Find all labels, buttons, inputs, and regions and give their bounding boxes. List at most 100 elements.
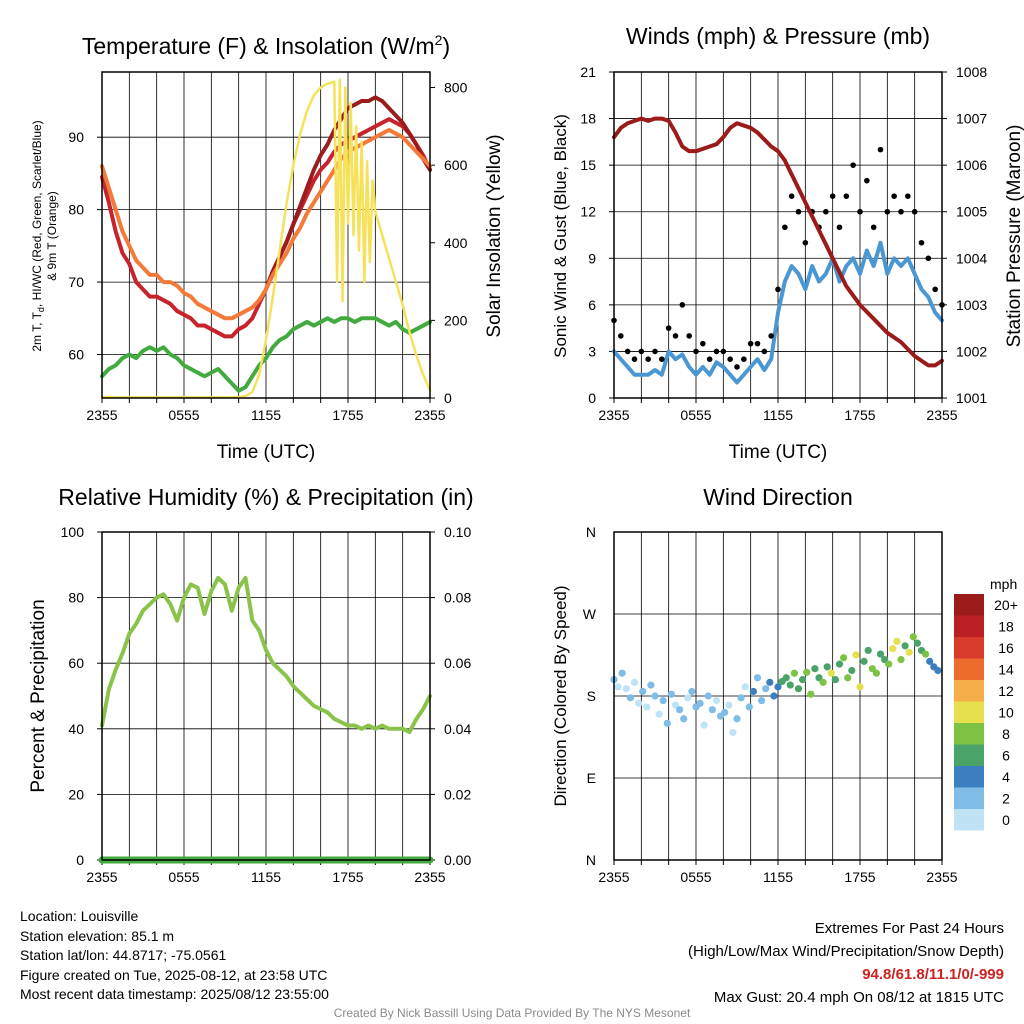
- y-tick-label: 21: [580, 64, 596, 80]
- y2-tick-label: 800: [444, 80, 468, 96]
- direction-point: [688, 687, 696, 696]
- direction-point: [700, 721, 708, 729]
- direction-point: [872, 669, 881, 677]
- y2-tick-label: 0.04: [444, 721, 471, 737]
- x-tick-label: 2355: [926, 407, 957, 423]
- y2-tick-label: 0.00: [444, 852, 471, 868]
- series-point-black: [706, 356, 713, 362]
- panel-1: [609, 71, 947, 403]
- series-point-black: [679, 302, 686, 308]
- series-point-black: [857, 208, 863, 215]
- series-point-black: [727, 356, 733, 362]
- y-tick-label: 3: [588, 343, 596, 359]
- direction-point: [807, 690, 815, 698]
- direction-point: [860, 657, 868, 665]
- series-point-black: [700, 340, 706, 347]
- legend-swatch: [954, 787, 984, 809]
- series-point-black: [843, 193, 850, 199]
- series-point-black: [720, 348, 727, 355]
- legend-label: 14: [998, 661, 1014, 677]
- legend-swatch: [954, 658, 984, 680]
- legend-label: 20+: [994, 597, 1018, 613]
- direction-point: [704, 692, 712, 700]
- rh-ylabel: Percent & Precipitation: [28, 599, 49, 792]
- direction-point: [614, 683, 622, 691]
- series-point-black: [829, 193, 836, 199]
- direction-point: [766, 678, 774, 686]
- direction-point: [774, 683, 782, 691]
- y-tick-label: 20: [68, 786, 84, 802]
- direction-point: [753, 674, 762, 682]
- temp-title: Temperature (F) & Insolation (W/m2): [82, 32, 450, 59]
- latlon-text: Station lat/lon: 44.8717; -75.0561: [20, 947, 227, 963]
- direction-point: [827, 669, 835, 677]
- direction-point: [758, 696, 766, 705]
- direction-point: [848, 666, 856, 675]
- wind-ylabel-right: Station Pressure (Maroon): [1004, 125, 1024, 348]
- y2-tick-label: 600: [444, 157, 468, 173]
- series-point-black: [905, 193, 911, 199]
- legend-label: 4: [1002, 769, 1010, 785]
- series-line-rh: [100, 575, 432, 735]
- x-tick-label: 2355: [598, 869, 629, 885]
- direction-point: [712, 696, 721, 705]
- series-point-black: [741, 356, 747, 362]
- y-tick-label: W: [583, 606, 597, 622]
- legend-label: 8: [1002, 726, 1010, 742]
- dir-ylabel: Direction (Colored By Speed): [551, 585, 570, 806]
- direction-point: [876, 650, 885, 658]
- series-point-black: [870, 224, 877, 231]
- credit-text: Created By Nick Bassill Using Data Provi…: [333, 1006, 691, 1020]
- dir-legend-title: mph: [990, 576, 1017, 592]
- direction-point: [831, 676, 840, 684]
- x-tick-label: 1755: [844, 407, 875, 423]
- series-point-black: [891, 193, 897, 199]
- series-point-black: [672, 333, 679, 339]
- direction-point: [819, 678, 827, 686]
- x-tick-label: 2355: [926, 869, 957, 885]
- y2-tick-label: 1001: [956, 390, 987, 406]
- series-line-green: [100, 316, 432, 393]
- recent-text: Most recent data timestamp: 2025/08/12 2…: [20, 986, 329, 1002]
- y2-tick-label: 0: [444, 390, 452, 406]
- panel-2: [97, 531, 435, 865]
- direction-point: [647, 681, 655, 689]
- series-line-orange: [100, 127, 432, 321]
- y2-tick-label: 0.02: [444, 786, 471, 802]
- legend-swatch: [954, 637, 984, 659]
- series-line-yellow: [100, 78, 432, 399]
- direction-point: [794, 685, 803, 693]
- y2-tick-label: 200: [444, 312, 468, 328]
- series-point-black: [823, 208, 829, 215]
- y2-tick-label: 0.08: [444, 590, 471, 606]
- series-point-black: [850, 162, 856, 168]
- direction-point: [737, 694, 745, 702]
- legend-label: 18: [998, 618, 1014, 634]
- direction-point: [770, 692, 778, 700]
- legend-label: 6: [1002, 747, 1010, 763]
- y-tick-label: 60: [68, 655, 84, 671]
- x-tick-label: 0555: [680, 407, 711, 423]
- y-tick-label: 80: [68, 590, 84, 606]
- direction-point: [676, 706, 684, 714]
- max-gust-text: Max Gust: 20.4 mph On 08/12 at 1815 UTC: [713, 989, 1004, 1006]
- x-tick-label: 1155: [763, 869, 793, 885]
- legend-swatch: [954, 701, 984, 723]
- y2-tick-label: 1006: [956, 157, 987, 173]
- x-tick-label: 0555: [168, 407, 199, 423]
- legend-label: 0: [1002, 812, 1010, 828]
- legend-label: 12: [998, 683, 1014, 699]
- direction-point: [823, 663, 831, 671]
- series-line-scarlet: [264, 95, 432, 292]
- series-point-black: [884, 208, 891, 215]
- x-tick-label: 1755: [332, 407, 363, 423]
- series-point-black: [925, 255, 932, 262]
- direction-point: [885, 660, 893, 668]
- y-tick-label: 80: [68, 202, 84, 218]
- station-info: Location: Louisville Station elevation: …: [20, 907, 329, 1005]
- y-tick-label: 40: [68, 721, 84, 737]
- x-tick-label: 1155: [763, 407, 793, 423]
- x-tick-label: 2355: [86, 869, 117, 885]
- legend-swatch: [954, 744, 984, 766]
- series-point-black: [911, 208, 918, 215]
